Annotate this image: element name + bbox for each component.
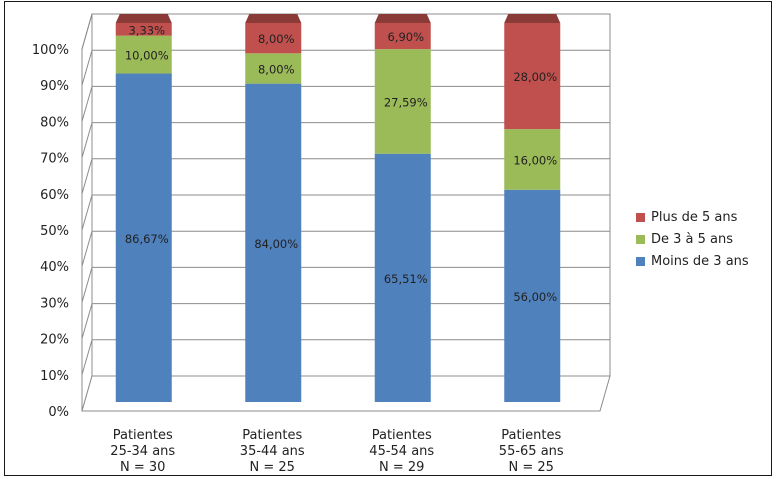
y-tick-label: 10% <box>40 369 69 384</box>
legend-item-de-3-a-5-ans: De 3 à 5 ans <box>636 230 749 249</box>
bar-segment <box>374 23 431 50</box>
data-label: 86,67% <box>125 232 169 246</box>
y-tick-label: 80% <box>40 115 69 130</box>
y-tick-label: 0% <box>48 405 69 420</box>
x-category-label: N = 25 <box>250 460 295 475</box>
gridline-side <box>81 267 93 303</box>
data-label: 16,00% <box>513 153 557 167</box>
legend-label: De 3 à 5 ans <box>651 232 734 247</box>
data-label: 65,51% <box>384 272 428 286</box>
bar-top-cap <box>245 14 302 23</box>
y-tick-label: 90% <box>40 79 69 94</box>
y-tick-label: 50% <box>40 224 69 239</box>
legend: Plus de 5 ans De 3 à 5 ans Moins de 3 an… <box>636 208 749 274</box>
bar-segment <box>374 153 431 402</box>
gridline-side <box>81 50 93 86</box>
gridline-side <box>81 13 93 50</box>
y-tick-label: 30% <box>40 296 69 311</box>
bar-segment <box>245 53 302 84</box>
bar-segment <box>504 189 561 402</box>
y-tick-label: 60% <box>40 188 69 203</box>
legend-swatch <box>636 257 645 266</box>
x-category-label: 55-65 ans <box>499 444 564 459</box>
data-label: 6,90% <box>387 30 424 44</box>
gridline-side <box>81 158 93 194</box>
y-tick-label: 40% <box>40 260 69 275</box>
data-label: 56,00% <box>513 290 557 304</box>
bar-segment <box>115 73 172 403</box>
gridline-side <box>81 122 93 158</box>
data-label: 28,00% <box>513 70 557 84</box>
legend-swatch <box>636 213 645 222</box>
data-label: 8,00% <box>258 32 295 46</box>
x-category-label: Patientes <box>501 428 561 443</box>
x-category-label: Patientes <box>242 428 302 443</box>
bar-segment <box>245 83 302 402</box>
x-category-label: Patientes <box>113 428 173 443</box>
bar-segment <box>504 23 561 130</box>
x-category-label: Patientes <box>372 428 432 443</box>
bar-segment <box>374 49 431 154</box>
x-category-label: N = 25 <box>509 460 554 475</box>
legend-label: Moins de 3 ans <box>651 254 749 269</box>
data-label: 84,00% <box>254 237 298 251</box>
x-category-label: N = 30 <box>120 460 165 475</box>
legend-item-moins-de-3-ans: Moins de 3 ans <box>636 252 749 271</box>
legend-label: Plus de 5 ans <box>651 210 738 225</box>
bar-top-cap <box>504 14 561 23</box>
plot-floor <box>81 375 611 412</box>
x-category-label: 25-34 ans <box>110 444 175 459</box>
bar-segment <box>115 35 172 74</box>
x-category-label: 45-54 ans <box>369 444 434 459</box>
bar-segment <box>245 23 302 54</box>
bar-segment <box>115 23 172 36</box>
y-tick-label: 20% <box>40 333 69 348</box>
gridline-side <box>81 231 93 267</box>
x-category-label: N = 29 <box>379 460 424 475</box>
legend-item-plus-de-5-ans: Plus de 5 ans <box>636 208 749 227</box>
bar-top-cap <box>374 14 431 23</box>
bar-top-cap <box>115 14 172 23</box>
data-label: 27,59% <box>384 95 428 109</box>
gridline-side <box>81 303 93 339</box>
y-tick-label: 70% <box>40 152 69 167</box>
legend-swatch <box>636 235 645 244</box>
gridline-side <box>81 194 93 231</box>
data-label: 10,00% <box>125 49 169 63</box>
bar-segment <box>504 129 561 190</box>
x-category-label: 35-44 ans <box>240 444 305 459</box>
data-label: 8,00% <box>258 62 295 76</box>
data-label: 3,33% <box>128 23 165 37</box>
gridline-side <box>81 339 93 375</box>
gridline-side <box>81 86 93 122</box>
y-tick-label: 100% <box>32 43 69 58</box>
